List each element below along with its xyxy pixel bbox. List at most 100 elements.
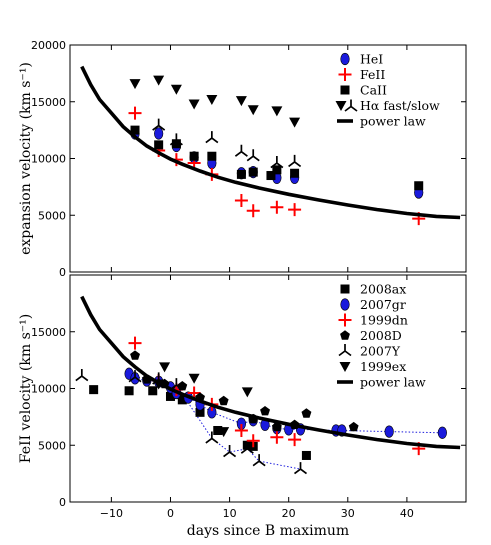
legend-swatch [338,344,352,357]
y-tick-label: 5000 [38,209,66,222]
y-tick-label: 20000 [31,39,66,52]
legend-label: 2007gr [360,297,406,312]
x-tick-label: −10 [100,507,123,520]
legend-label: CaII [360,83,387,98]
data-point [129,79,141,90]
data-point [153,75,165,86]
data-point [289,117,301,128]
data-point [130,125,140,135]
bottom-panel-feii-velocity: 0 5000 10000 15000 −10 0 10 20 30 40 FeII velocity… [18,274,467,539]
dotted-connector-line [134,376,301,470]
legend-swatch [340,330,350,340]
data-point [437,426,447,439]
power-law-curve [80,65,461,220]
power-law-curve [80,295,461,450]
axes-frame [69,44,467,273]
data-point [171,139,181,149]
data-point [235,96,247,107]
data-point [170,84,182,95]
x-tick-label: 30 [341,507,355,520]
data-point [207,151,217,161]
data-point [271,106,283,117]
data-point [234,193,248,207]
data-point [128,106,142,120]
legend-label: Hα fast/slow [360,98,440,113]
plot-area [75,295,461,475]
legend-label: 2008D [360,328,402,343]
data-point [128,336,142,350]
plot-area [80,65,461,226]
legend-swatch [340,298,350,311]
data-point [272,165,282,175]
legend-label: FeII [360,67,385,82]
data-point [248,167,258,177]
data-point [169,133,183,146]
data-point [124,386,134,396]
legend-swatch [340,52,350,66]
data-point [206,94,218,105]
legend-label: 1999dn [360,313,408,328]
legend-swatch [340,85,350,95]
data-point [128,370,142,383]
data-point [234,423,248,437]
data-point [246,434,260,448]
x-axis-label: days since B maximum [187,523,349,539]
data-point [189,151,199,161]
legend-swatch [338,68,352,81]
data-point [414,181,424,191]
data-point [288,203,302,217]
data-point [195,407,205,417]
legend-swatch [344,99,358,112]
legend-label: power law [360,375,426,390]
data-point [213,425,223,435]
legend-label: power law [360,114,426,129]
data-point [148,386,158,396]
data-point [177,395,187,405]
data-point [165,391,175,401]
data-point [236,169,246,179]
legend-swatch [339,362,351,372]
x-tick-label: 40 [400,507,414,520]
data-point [252,454,266,467]
data-point [188,99,200,110]
data-point [205,431,219,444]
data-point [290,168,300,178]
data-point [301,408,312,418]
data-point [223,445,237,458]
data-point [288,433,302,447]
data-point [270,200,284,214]
data-point [271,421,282,432]
x-tick-label: 0 [167,507,174,520]
y-tick-label: 15000 [31,96,66,109]
data-point [270,430,284,444]
legend-label: 2008ax [360,282,406,297]
data-point [218,427,230,438]
x-tick-label: 20 [282,507,296,520]
y-tick-label: 10000 [31,153,66,166]
data-point [241,387,253,398]
legend-swatch [338,313,352,327]
legend-label: 1999ex [360,359,406,374]
data-point [301,450,311,460]
data-point [218,395,229,406]
x-tick-label: 10 [223,507,237,520]
data-point [89,385,99,395]
data-point [130,350,140,360]
data-point [159,362,171,373]
y-axis-label: expansion velocity (km s⁻¹) [18,62,34,255]
data-point [205,131,219,144]
y-tick-label: 5000 [38,439,66,452]
data-point [75,369,89,382]
data-point [384,425,394,438]
data-point [246,204,260,218]
data-point [288,154,302,168]
data-point [266,171,276,181]
top-panel-expansion-velocity: 0 5000 10000 15000 20000 expansion velocity (… [18,39,467,279]
y-tick-label: 10000 [31,383,66,396]
legend-label: HeI [360,52,383,67]
data-point [188,373,200,384]
legend-label: 2007Y [360,344,401,359]
data-point [154,140,164,150]
y-tick-label: 15000 [31,326,66,339]
